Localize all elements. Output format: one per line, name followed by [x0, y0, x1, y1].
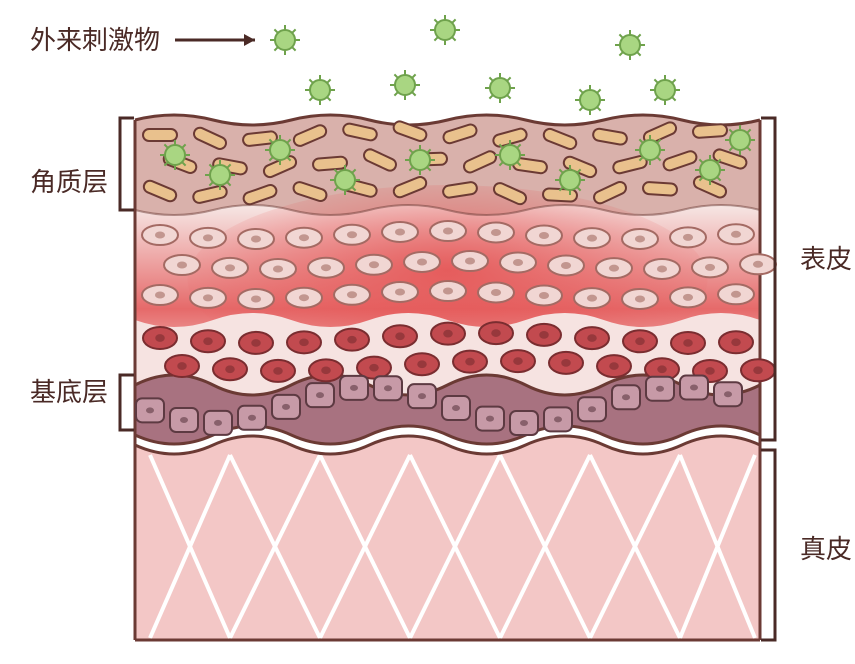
- label-basal-layer: 基底层: [30, 378, 108, 407]
- label-stratum-corneum: 角质层: [30, 168, 108, 197]
- label-irritant: 外来刺激物: [30, 26, 160, 55]
- label-epidermis: 表皮: [800, 245, 852, 274]
- diagram-svg: [0, 0, 855, 664]
- label-dermis: 真皮: [800, 535, 852, 564]
- skin-diagram: 外来刺激物 角质层 基底层 表皮 真皮: [0, 0, 855, 664]
